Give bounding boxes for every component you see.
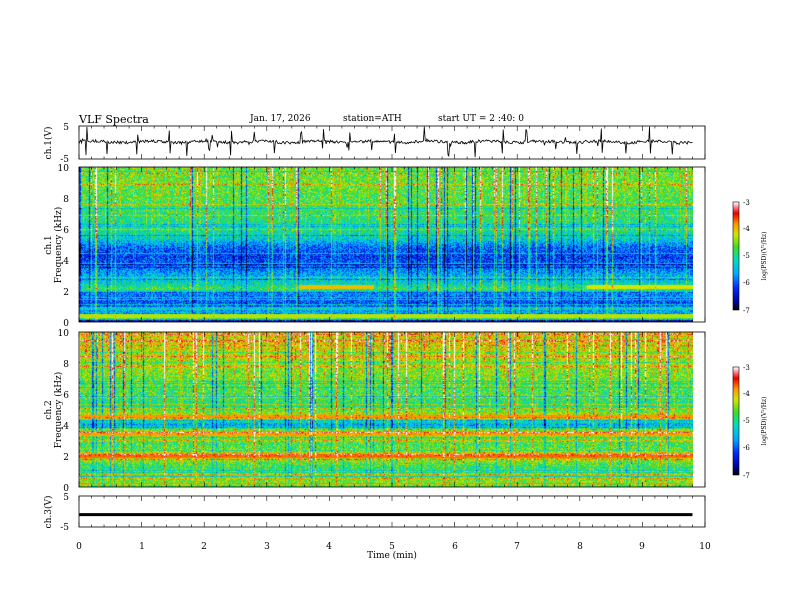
ch1-colorbar <box>733 202 739 310</box>
ch2-ytick-8: 8 <box>63 360 69 370</box>
ch1-cbar-tick-neg3: -3 <box>743 199 750 207</box>
xtick-6: 6 <box>452 542 458 552</box>
ch1-spectrogram-blank <box>693 167 705 322</box>
station-label: station=ATH <box>343 114 402 124</box>
figure-title: VLF Spectra <box>79 113 149 126</box>
ch1-cbar-tick-neg7: -7 <box>743 307 750 315</box>
ch2-spectrogram-image <box>79 332 693 487</box>
ch2-cbar-tick-neg7: -7 <box>743 472 750 480</box>
ch3-ytick-neg5: -5 <box>60 523 69 533</box>
ch2-ytick-10: 10 <box>58 329 70 339</box>
ch2-colorbar-frame <box>732 366 740 476</box>
x-axis-label: Time (min) <box>367 550 417 561</box>
ch1-ytick-2: 2 <box>63 288 69 298</box>
ch1-cbar-tick-neg5: -5 <box>743 252 750 260</box>
ch1-cbar-label: log(PSD)(V²/Hz) <box>761 232 768 281</box>
ch1-ytick-10: 10 <box>58 164 70 174</box>
ch2-spectrogram-ylabel-line1: ch.2 <box>44 400 54 419</box>
ch2-spectrogram-ylabel-line2: Frequency (kHz) <box>53 372 64 449</box>
xtick-5: 5 <box>389 542 395 552</box>
xtick-1: 1 <box>139 542 145 552</box>
xtick-7: 7 <box>514 542 520 552</box>
ch1-spectrogram-ylabel-line2: Frequency (kHz) <box>53 207 64 284</box>
ch2-spectrogram-blank <box>693 332 705 487</box>
ch1-spectrogram-ylabel: ch.1Frequency (kHz) <box>44 207 64 284</box>
ch2-spectrogram-ylabel: ch.2Frequency (kHz) <box>44 372 64 449</box>
date-label: Jan. 17, 2026 <box>250 114 311 124</box>
ch1-spectrogram-ylabel-line1: ch.1 <box>44 235 54 254</box>
ch3-waveform-ylabel: ch.3(V) <box>43 496 54 529</box>
ch2-ytick-2: 2 <box>63 453 69 463</box>
ch3-ytick-5: 5 <box>63 493 69 503</box>
ch2-cbar-label: log(PSD)(V²/Hz) <box>761 397 768 446</box>
ch2-cbar-tick-neg6: -6 <box>743 444 750 452</box>
ch1-waveform-trace <box>78 126 693 158</box>
xtick-9: 9 <box>639 542 645 552</box>
xtick-0: 0 <box>76 542 82 552</box>
ch2-colorbar <box>733 367 739 475</box>
ch2-ytick-0: 0 <box>63 484 69 494</box>
ch1-spectrogram-image <box>79 167 693 322</box>
ch1-ytick-5: 5 <box>63 123 69 133</box>
axis-ticks <box>78 126 706 527</box>
ch1-cbar-tick-neg6: -6 <box>743 279 750 287</box>
xtick-8: 8 <box>577 542 583 552</box>
ch1-ytick-8: 8 <box>63 195 69 205</box>
xtick-4: 4 <box>326 542 332 552</box>
ch1-cbar-tick-neg4: -4 <box>743 225 750 233</box>
ch1-waveform-ylabel: ch.1(V) <box>43 127 54 160</box>
xtick-3: 3 <box>264 542 270 552</box>
start-time-label: start UT = 2 :40: 0 <box>438 114 524 124</box>
ch1-colorbar-frame <box>732 201 740 311</box>
xtick-10: 10 <box>699 542 711 552</box>
ch2-cbar-tick-neg3: -3 <box>743 364 750 372</box>
ch1-ytick-neg5: -5 <box>60 155 69 165</box>
ch2-cbar-tick-neg5: -5 <box>743 417 750 425</box>
ch2-ytick-4: 4 <box>63 422 69 432</box>
ch1-ytick-4: 4 <box>63 257 69 267</box>
ch2-cbar-tick-neg4: -4 <box>743 390 750 398</box>
ch1-ytick-0: 0 <box>63 319 69 329</box>
ch2-ytick-6: 6 <box>63 391 69 401</box>
ch1-ytick-6: 6 <box>63 226 69 236</box>
xtick-2: 2 <box>201 542 207 552</box>
